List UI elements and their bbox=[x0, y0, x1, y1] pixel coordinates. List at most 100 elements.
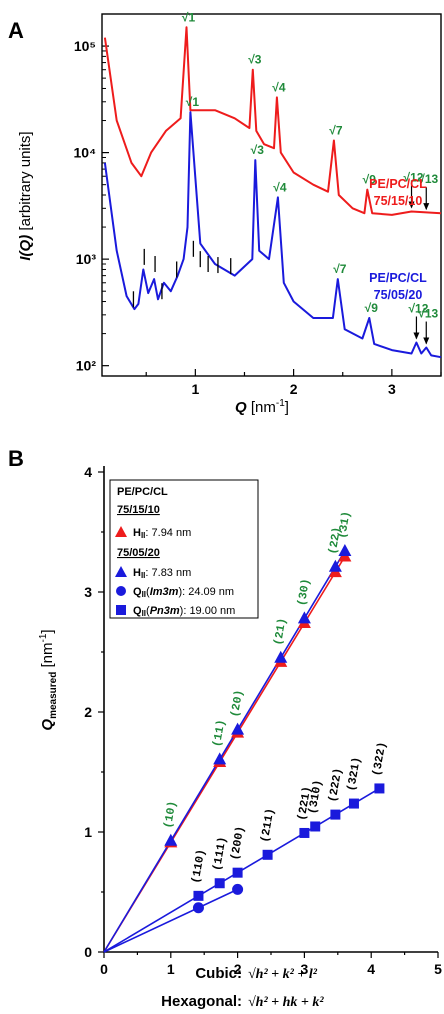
legend-g1-val: : 7.94 nm bbox=[145, 527, 191, 539]
blue-peak-label: √1 bbox=[186, 95, 200, 109]
panel-a-xlabel-sym: Q bbox=[235, 399, 247, 416]
blue-peak-label-arrow-head bbox=[423, 337, 430, 345]
blue-peak-label: √12 bbox=[408, 302, 428, 316]
triangle-marker-1 bbox=[338, 543, 352, 556]
b-x-tick-label: 4 bbox=[367, 961, 375, 977]
triangle-marker-1 bbox=[328, 559, 342, 572]
hex-miller-label: (20) bbox=[229, 689, 247, 718]
square-marker bbox=[299, 827, 310, 838]
fit-line-2 bbox=[103, 888, 238, 953]
x-tick-label: 3 bbox=[388, 381, 396, 397]
b-x-tick-label: 1 bbox=[167, 961, 175, 977]
panel-b-xlabel-hex-prefix: Hexagonal: bbox=[161, 993, 242, 1010]
blue-peak-label: √13 bbox=[418, 307, 438, 321]
square-marker bbox=[193, 890, 204, 901]
triangle-marker-1 bbox=[297, 611, 311, 624]
cubic-miller-label: (110) bbox=[190, 848, 209, 884]
legend-g2-item3-phase: Pn3m bbox=[150, 605, 180, 617]
panel-a-ylabel-main: I bbox=[17, 256, 34, 261]
red-curve-75-15-10 bbox=[103, 26, 442, 216]
legend-frame bbox=[109, 479, 259, 619]
legend-group1: 75/15/10 bbox=[117, 504, 160, 516]
panel-b-plot: 0 1 2 3 4 5 0 1 2 3 4 (10) (11)(20) (21) (30) (22)(31)… bbox=[84, 464, 442, 977]
red-peak-label-arrow-head bbox=[423, 203, 430, 211]
blue-peak-label: √3 bbox=[251, 143, 265, 157]
hex-miller-label: (11) bbox=[211, 719, 229, 748]
y-tick-label: 10⁴ bbox=[74, 145, 97, 161]
legend-marker-blue-circle bbox=[116, 586, 126, 596]
blue-sample-label-line2: 75/05/20 bbox=[374, 288, 423, 302]
b-y-tick-label: 0 bbox=[84, 944, 92, 960]
legend-g2-item1-sub: II bbox=[141, 571, 145, 580]
y-tick-label: 10³ bbox=[76, 251, 97, 267]
legend-marker-red-triangle bbox=[115, 526, 127, 537]
b-x-tick-label: 5 bbox=[434, 961, 442, 977]
x-tick-label: 1 bbox=[191, 381, 199, 397]
legend-title: PE/PC/CL bbox=[117, 486, 168, 498]
red-peak-label-arrow-head bbox=[408, 201, 415, 209]
panel-b-xlabel-cubic-prefix: Cubic: bbox=[195, 965, 242, 982]
triangle-marker-1 bbox=[231, 722, 245, 735]
panel-a-xlabel: Q [nm-1] bbox=[235, 398, 289, 416]
cubic-miller-label: (222) bbox=[327, 767, 346, 803]
legend-g2-item2-val: : 24.09 nm bbox=[182, 586, 234, 598]
legend-g2-item3-val: : 19.00 nm bbox=[183, 605, 235, 617]
panel-b-annotations: (10)(11)(20)(21)(30)(22)(31)(110) (111) (2… bbox=[162, 510, 389, 884]
blue-peak-label-arrow-head bbox=[413, 332, 420, 340]
blue-peak-label: √7 bbox=[333, 262, 347, 276]
red-peak-label: √12 bbox=[404, 171, 424, 185]
hex-miller-label: (31) bbox=[336, 510, 354, 539]
legend-g2-item1: HII: 7.83 nm bbox=[133, 567, 191, 580]
y-tick-label: 10⁵ bbox=[74, 38, 96, 54]
panel-b-xlabel-hex-formula: √h² + hk + k² bbox=[248, 995, 324, 1010]
legend-g2-item2-phase: Im3m bbox=[150, 586, 179, 598]
panel-b-ylabel-units: [nm bbox=[39, 642, 56, 671]
hex-miller-label: (22) bbox=[327, 526, 345, 555]
red-peak-label: √7 bbox=[329, 123, 343, 137]
cubic-miller-label: (200) bbox=[229, 825, 248, 861]
panel-a-ylabel-units: [arbitrary units] bbox=[17, 131, 34, 234]
panel-b-ylabel-sym: Q bbox=[39, 719, 56, 731]
cubic-miller-label: (322) bbox=[371, 741, 390, 777]
square-marker bbox=[330, 809, 341, 820]
b-x-tick-label: 3 bbox=[301, 961, 309, 977]
panel-a-ylabel: I(Q) [arbitrary units] bbox=[17, 131, 34, 260]
b-x-tick-label: 2 bbox=[234, 961, 242, 977]
panel-b-legend: PE/PC/CL 75/15/10 HII: 7.94 nm 75/05/20 … bbox=[109, 479, 259, 619]
cubic-miller-label: (321) bbox=[345, 756, 364, 792]
hex-miller-label: (30) bbox=[296, 578, 314, 607]
legend-group2: 75/05/20 bbox=[117, 547, 160, 559]
legend-g2-item1-val: : 7.83 nm bbox=[145, 567, 191, 579]
panel-a-series bbox=[103, 26, 442, 359]
blue-curve-75-05-20 bbox=[103, 111, 442, 359]
panel-a-xlabel-close: ] bbox=[285, 399, 289, 416]
panel-b-ylabel-close: ] bbox=[39, 629, 56, 633]
red-sample-label-line1: PE/PC/CL bbox=[369, 177, 427, 191]
panel-a-xlabel-units: [nm bbox=[247, 399, 276, 416]
red-sample-label-line2: 75/15/10 bbox=[374, 194, 423, 208]
panel-b-letter: B bbox=[8, 446, 24, 471]
legend-g2-item3-sub: II bbox=[142, 609, 146, 618]
legend-g2-item1-sym: H bbox=[133, 567, 141, 579]
legend-g2-item2: QII(Im3m): 24.09 nm bbox=[133, 586, 234, 599]
y-tick-label: 10² bbox=[76, 358, 97, 374]
cubic-miller-label: (111) bbox=[211, 836, 230, 872]
panel-a-annotations: √1√3√4√7√9 √12√13√1√3√4√7√9 √12√13 bbox=[132, 10, 439, 345]
legend-g1-item: HII: 7.94 nm bbox=[133, 527, 191, 540]
square-marker bbox=[348, 798, 359, 809]
square-marker bbox=[374, 783, 385, 794]
red-peak-label: √13 bbox=[418, 172, 438, 186]
cubic-miller-label: (310) bbox=[306, 779, 325, 815]
blue-peak-label: √4 bbox=[273, 180, 287, 194]
panel-b-series bbox=[103, 543, 385, 953]
cubic-miller-label: (221) bbox=[296, 785, 315, 821]
panel-b-ylabel-exp: -1 bbox=[38, 633, 49, 642]
square-marker bbox=[262, 849, 273, 860]
b-y-tick-label: 3 bbox=[84, 584, 92, 600]
hex-miller-label: (10) bbox=[162, 800, 180, 829]
panel-a-xlabel-exp: -1 bbox=[276, 398, 285, 409]
square-marker bbox=[214, 878, 225, 889]
b-y-tick-label: 4 bbox=[84, 464, 92, 480]
